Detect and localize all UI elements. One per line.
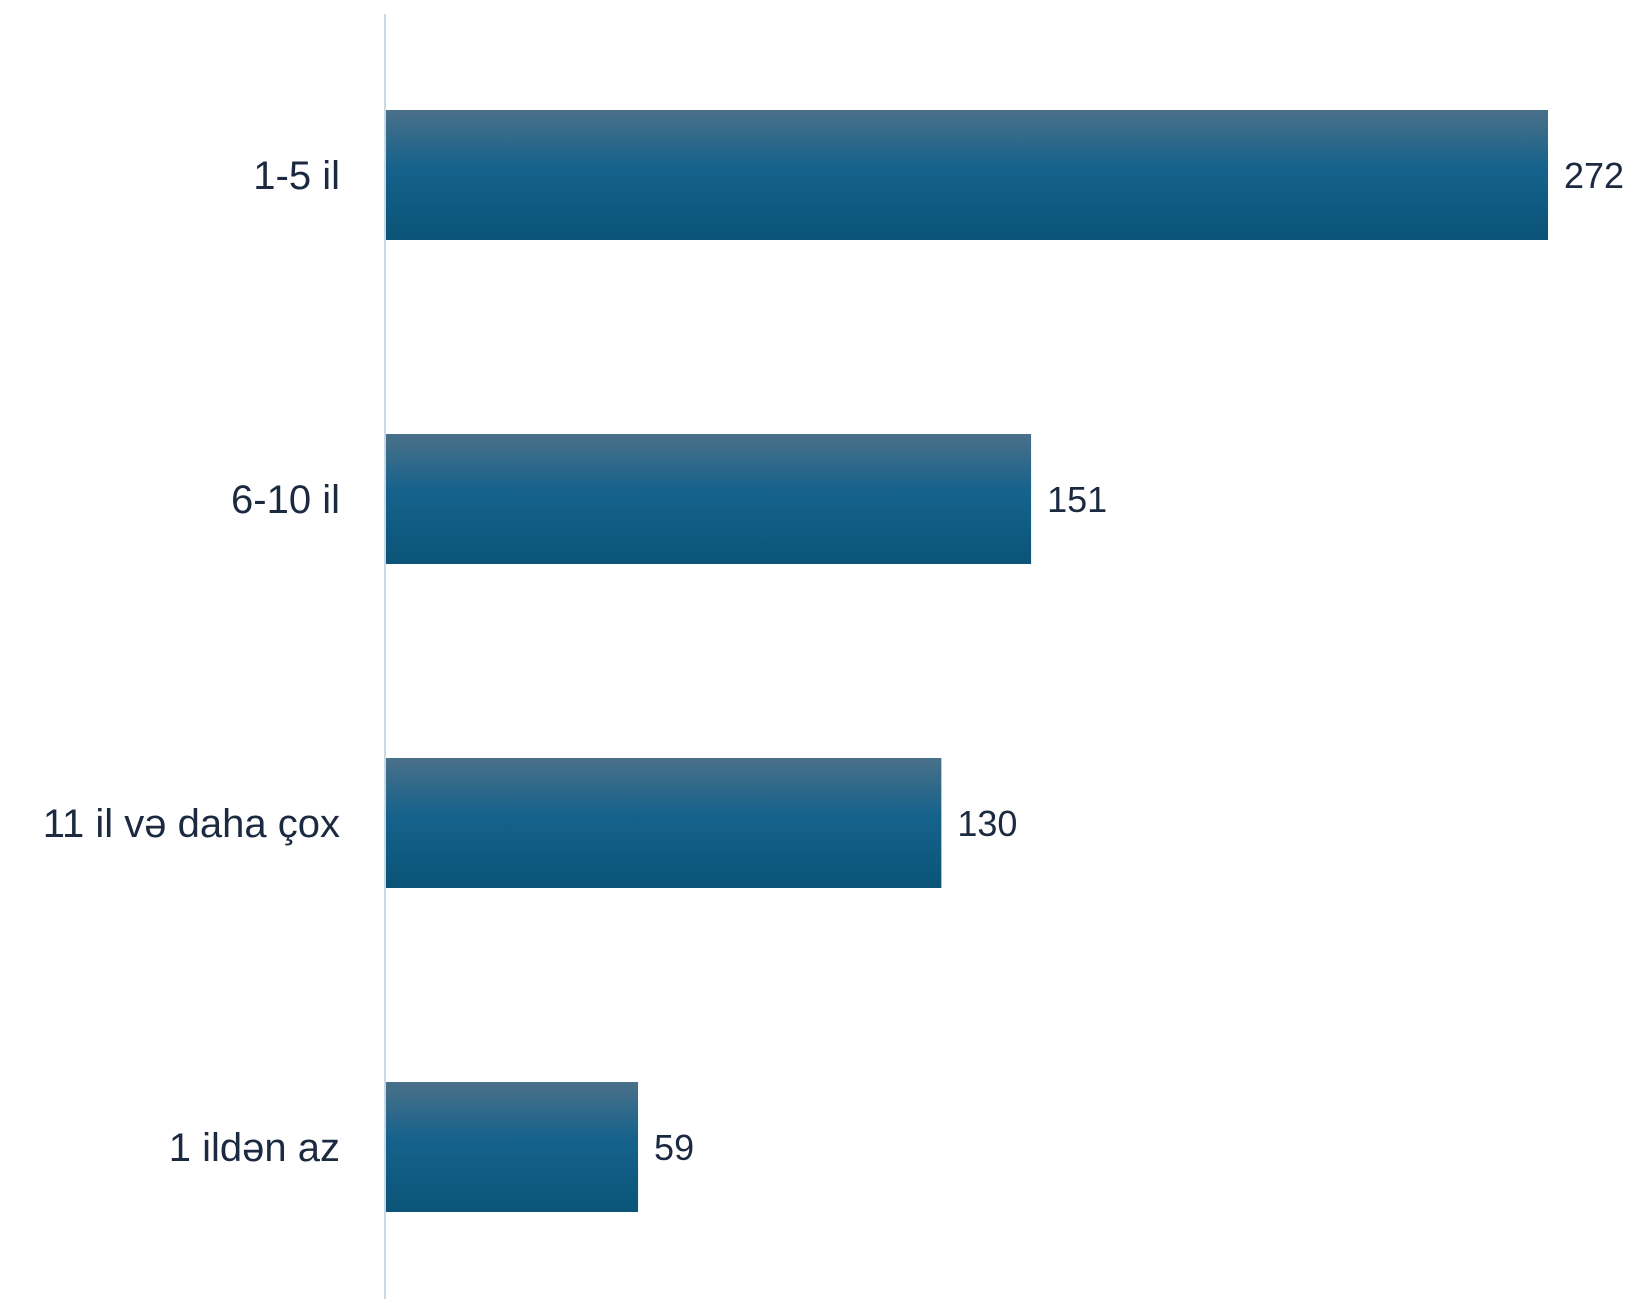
value-label-4: 59	[654, 1127, 694, 1168]
category-labels-layer: 1-5 il 6-10 il 11 il və daha çox 1 ildən az	[43, 154, 340, 1170]
category-label-1: 1-5 il	[253, 154, 340, 198]
category-label-4: 1 ildən az	[169, 1126, 340, 1170]
value-label-2: 151	[1047, 479, 1107, 520]
value-labels-layer: 272 151 130 59	[654, 155, 1624, 1168]
bar-1	[386, 110, 1548, 240]
value-label-3: 130	[957, 803, 1017, 844]
category-label-3: 11 il və daha çox	[43, 802, 340, 846]
bar-3	[386, 758, 942, 888]
bar-4	[386, 1082, 639, 1212]
value-label-1: 272	[1564, 155, 1624, 196]
bar-2	[386, 434, 1032, 564]
category-label-2: 6-10 il	[231, 478, 340, 522]
bars-layer	[386, 110, 1548, 1212]
